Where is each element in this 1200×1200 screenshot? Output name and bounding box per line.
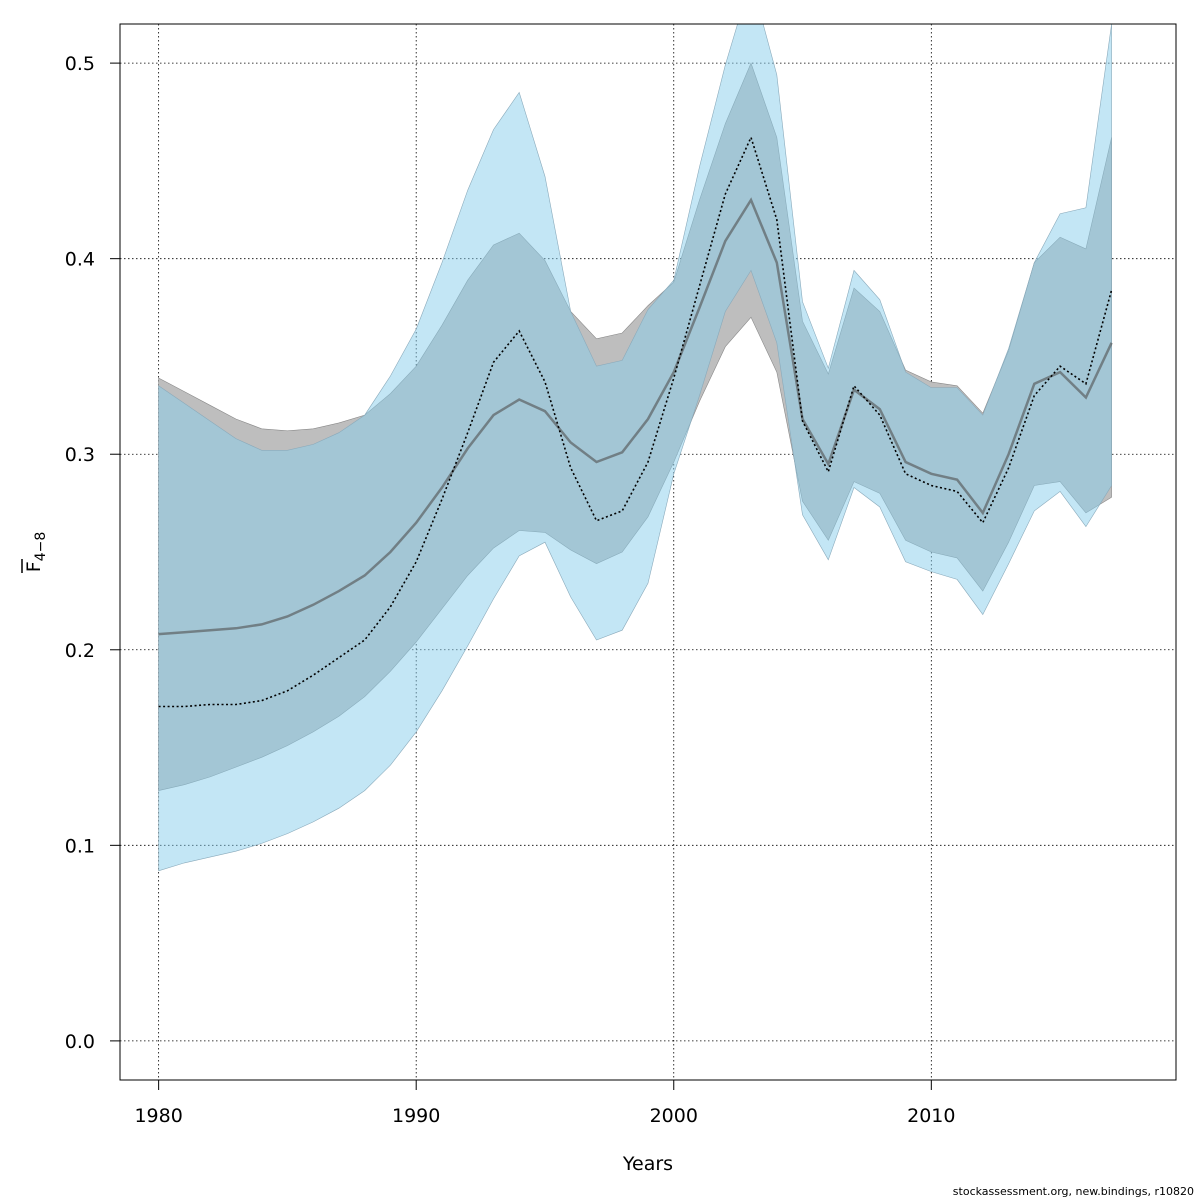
y-tick-label-0.5: 0.5: [65, 53, 95, 75]
y-tick-label-0.3: 0.3: [65, 444, 95, 466]
y-tick-label-0.4: 0.4: [65, 249, 95, 271]
y-axis-title: F4−8: [21, 532, 49, 573]
credit-text: stockassessment.org, new.bindings, r1082…: [953, 1185, 1194, 1198]
y-tick-label-0.1: 0.1: [65, 835, 95, 857]
series-line-1: [158, 197, 1113, 636]
y-tick-label-0.2: 0.2: [65, 640, 95, 662]
x-tick-label-2010: 2010: [907, 1105, 955, 1127]
series-line-2: [158, 135, 1113, 708]
x-tick-label-1990: 1990: [392, 1105, 440, 1127]
x-axis: 1980 1990 2000 2010: [134, 1079, 955, 1127]
x-tick-label-2000: 2000: [650, 1105, 698, 1127]
confidence-band-2: [158, 24, 1112, 872]
x-tick-label-1980: 1980: [134, 1105, 182, 1127]
y-axis-title-main: F: [23, 561, 45, 572]
confidence-bands: [158, 24, 1112, 872]
y-axis: 0.0 0.1 0.2 0.3 0.4 0.5: [65, 53, 121, 1053]
svg-text:F4−8: F4−8: [23, 532, 49, 572]
x-axis-title: Years: [622, 1153, 673, 1175]
y-axis-title-subscript: 4−8: [33, 532, 49, 562]
y-tick-label-0.0: 0.0: [65, 1031, 95, 1053]
series-lines: [158, 135, 1113, 708]
